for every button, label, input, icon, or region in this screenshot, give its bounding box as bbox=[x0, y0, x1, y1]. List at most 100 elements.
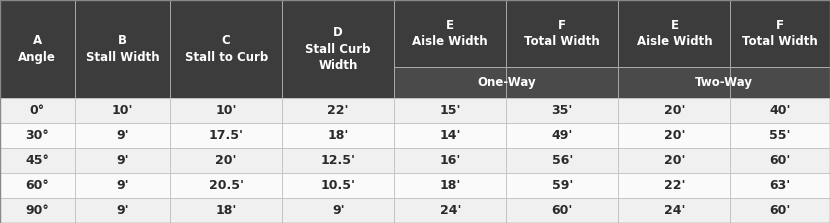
Text: 20': 20' bbox=[664, 154, 685, 167]
Text: A
Angle: A Angle bbox=[18, 34, 56, 64]
Bar bbox=[506, 98, 618, 123]
Bar bbox=[282, 173, 394, 198]
Bar bbox=[282, 148, 394, 173]
Bar bbox=[618, 67, 730, 98]
Bar bbox=[618, 123, 730, 148]
Text: Two-Way: Two-Way bbox=[696, 76, 753, 89]
Bar bbox=[730, 123, 830, 148]
Text: 59': 59' bbox=[552, 179, 573, 192]
Bar bbox=[170, 123, 282, 148]
Bar bbox=[394, 198, 506, 223]
Text: 60': 60' bbox=[552, 204, 573, 217]
Bar bbox=[394, 173, 506, 198]
Bar bbox=[730, 67, 830, 98]
Text: 56': 56' bbox=[552, 154, 573, 167]
Bar bbox=[75, 0, 170, 98]
Text: E
Aisle Width: E Aisle Width bbox=[637, 19, 712, 48]
Bar bbox=[730, 0, 830, 67]
Text: 9': 9' bbox=[116, 129, 129, 142]
Text: 18': 18' bbox=[328, 129, 349, 142]
Bar bbox=[730, 198, 830, 223]
Text: One-Way: One-Way bbox=[477, 76, 535, 89]
Bar bbox=[618, 198, 730, 223]
Bar bbox=[0, 0, 75, 98]
Bar bbox=[618, 0, 730, 67]
Bar bbox=[75, 198, 170, 223]
Bar bbox=[506, 123, 618, 148]
Text: 45°: 45° bbox=[26, 154, 49, 167]
Bar bbox=[0, 98, 75, 123]
Bar bbox=[394, 67, 506, 98]
Text: 18': 18' bbox=[440, 179, 461, 192]
Text: 20.5': 20.5' bbox=[208, 179, 244, 192]
Text: F
Total Width: F Total Width bbox=[742, 19, 818, 48]
Bar bbox=[282, 198, 394, 223]
Bar bbox=[0, 198, 75, 223]
Bar bbox=[394, 123, 506, 148]
Bar bbox=[282, 123, 394, 148]
Bar bbox=[394, 0, 506, 67]
Text: 9': 9' bbox=[116, 204, 129, 217]
Text: 55': 55' bbox=[769, 129, 791, 142]
Text: 17.5': 17.5' bbox=[208, 129, 244, 142]
Bar bbox=[618, 148, 730, 173]
Bar bbox=[170, 198, 282, 223]
Text: 9': 9' bbox=[332, 204, 344, 217]
Text: 60': 60' bbox=[769, 204, 791, 217]
Text: D
Stall Curb
Width: D Stall Curb Width bbox=[305, 26, 371, 72]
Text: 60°: 60° bbox=[26, 179, 49, 192]
Text: 20': 20' bbox=[664, 129, 685, 142]
Bar bbox=[730, 148, 830, 173]
Bar bbox=[506, 0, 618, 67]
Bar bbox=[170, 0, 282, 98]
Text: E
Aisle Width: E Aisle Width bbox=[413, 19, 488, 48]
Bar bbox=[394, 98, 506, 123]
Text: 22': 22' bbox=[664, 179, 685, 192]
Text: 10.5': 10.5' bbox=[320, 179, 356, 192]
Text: 18': 18' bbox=[216, 204, 237, 217]
Text: 49': 49' bbox=[552, 129, 573, 142]
Bar bbox=[506, 173, 618, 198]
Bar bbox=[0, 123, 75, 148]
Text: 16': 16' bbox=[440, 154, 461, 167]
Bar bbox=[506, 148, 618, 173]
Text: 60': 60' bbox=[769, 154, 791, 167]
Text: 14': 14' bbox=[440, 129, 461, 142]
Text: 9': 9' bbox=[116, 179, 129, 192]
Bar bbox=[75, 173, 170, 198]
Text: 63': 63' bbox=[769, 179, 791, 192]
Bar bbox=[75, 98, 170, 123]
Bar bbox=[0, 173, 75, 198]
Text: 24': 24' bbox=[664, 204, 685, 217]
Text: 12.5': 12.5' bbox=[320, 154, 356, 167]
Text: 40': 40' bbox=[769, 104, 791, 117]
Bar bbox=[75, 148, 170, 173]
Text: 10': 10' bbox=[216, 104, 237, 117]
Text: 24': 24' bbox=[440, 204, 461, 217]
Text: 0°: 0° bbox=[30, 104, 45, 117]
Text: 35': 35' bbox=[552, 104, 573, 117]
Bar bbox=[170, 148, 282, 173]
Text: 30°: 30° bbox=[26, 129, 49, 142]
Bar bbox=[0, 148, 75, 173]
Text: 15': 15' bbox=[440, 104, 461, 117]
Bar bbox=[506, 67, 618, 98]
Text: 10': 10' bbox=[112, 104, 133, 117]
Text: 9': 9' bbox=[116, 154, 129, 167]
Bar bbox=[394, 148, 506, 173]
Text: C
Stall to Curb: C Stall to Curb bbox=[184, 34, 268, 64]
Text: 22': 22' bbox=[328, 104, 349, 117]
Bar bbox=[506, 198, 618, 223]
Bar bbox=[170, 173, 282, 198]
Bar bbox=[618, 173, 730, 198]
Text: 90°: 90° bbox=[26, 204, 49, 217]
Bar bbox=[282, 0, 394, 98]
Bar bbox=[75, 123, 170, 148]
Text: 20': 20' bbox=[216, 154, 237, 167]
Bar bbox=[170, 98, 282, 123]
Bar bbox=[618, 98, 730, 123]
Bar bbox=[730, 98, 830, 123]
Text: F
Total Width: F Total Width bbox=[525, 19, 600, 48]
Bar bbox=[730, 173, 830, 198]
Text: 20': 20' bbox=[664, 104, 685, 117]
